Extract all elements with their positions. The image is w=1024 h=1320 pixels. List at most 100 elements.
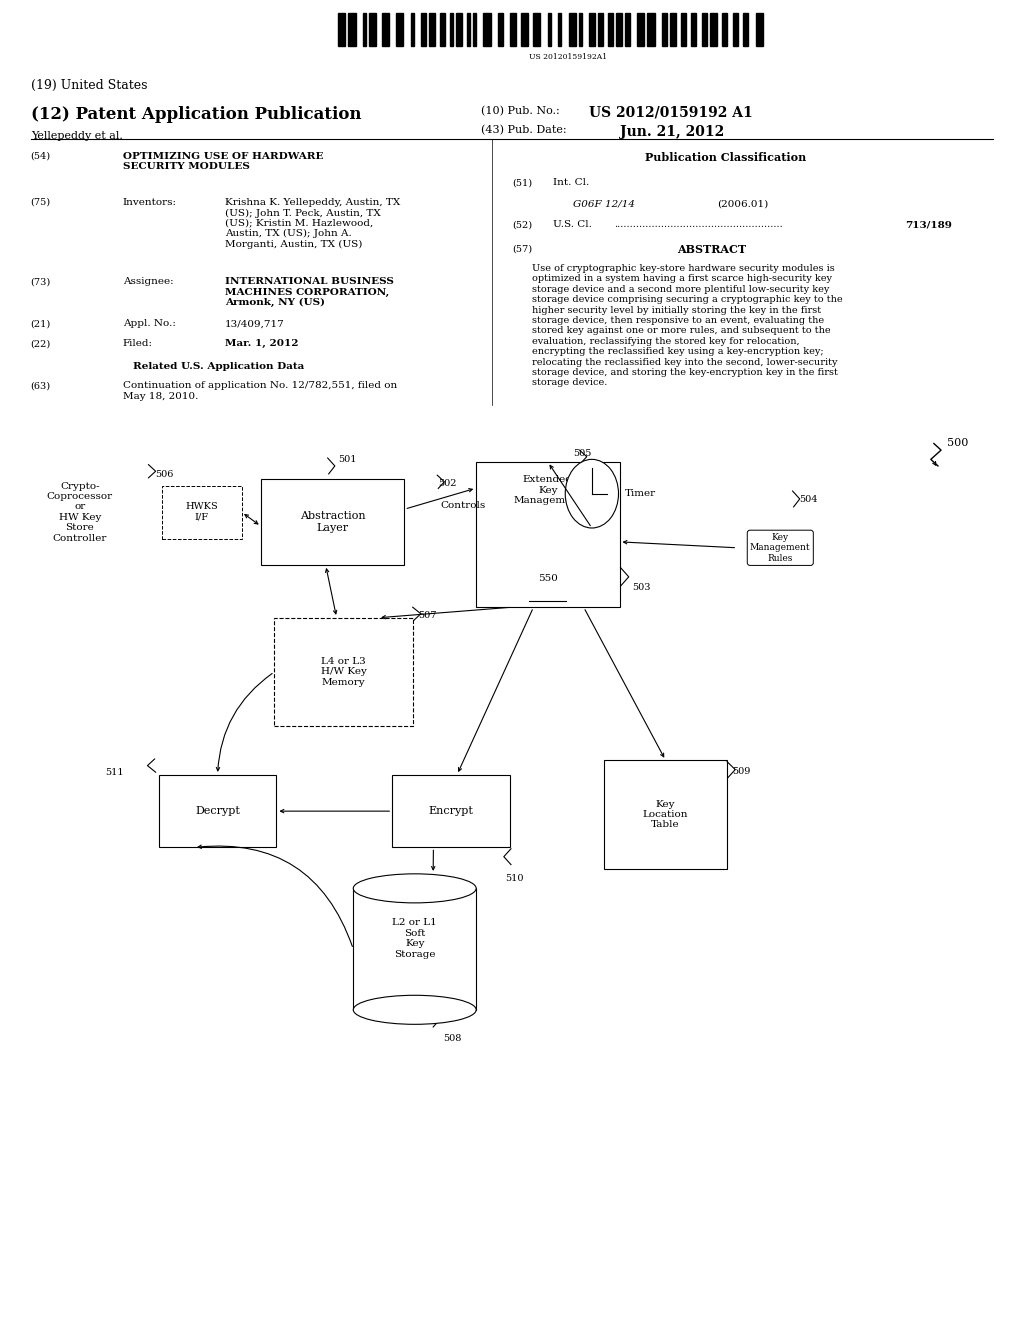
Text: 713/189: 713/189	[905, 220, 952, 230]
Text: 500: 500	[947, 438, 969, 449]
Text: Use of cryptographic key-store hardware security modules is
optimized in a syste: Use of cryptographic key-store hardware …	[532, 264, 843, 387]
Text: (51): (51)	[512, 178, 532, 187]
Text: US 2012/0159192 A1: US 2012/0159192 A1	[589, 106, 753, 120]
Text: 504: 504	[799, 495, 817, 504]
Text: Crypto-
Coprocessor
or
HW Key
Store
Controller: Crypto- Coprocessor or HW Key Store Cont…	[47, 482, 113, 543]
Bar	[616, 13, 622, 46]
Text: Encrypt: Encrypt	[429, 807, 473, 816]
Text: Assignee:: Assignee:	[123, 277, 173, 286]
Bar	[473, 13, 476, 46]
Text: (75): (75)	[31, 198, 51, 207]
Bar	[590, 13, 595, 46]
Bar	[608, 13, 613, 46]
Bar	[457, 13, 462, 46]
Text: Key
Management
Rules: Key Management Rules	[750, 533, 811, 562]
Bar	[743, 13, 749, 46]
Text: 550: 550	[538, 574, 558, 583]
Text: 510: 510	[505, 874, 523, 883]
FancyBboxPatch shape	[261, 479, 404, 565]
Bar	[429, 13, 434, 46]
FancyBboxPatch shape	[392, 775, 510, 847]
Text: L4 or L3
H/W Key
Memory: L4 or L3 H/W Key Memory	[321, 657, 367, 686]
Bar	[681, 13, 686, 46]
Bar	[598, 13, 603, 46]
Bar	[663, 13, 668, 46]
Text: Appl. No.:: Appl. No.:	[123, 319, 176, 329]
Text: (54): (54)	[31, 152, 51, 161]
Text: Controls: Controls	[440, 502, 485, 510]
Text: HWKS
I/F: HWKS I/F	[185, 503, 218, 521]
Text: Yellepeddy et al.: Yellepeddy et al.	[31, 131, 123, 141]
Bar	[568, 13, 575, 46]
Bar	[382, 13, 389, 46]
FancyBboxPatch shape	[476, 462, 620, 607]
Bar	[439, 13, 444, 46]
Bar	[348, 13, 355, 46]
Text: L2 or L1
Soft
Key
Storage: L2 or L1 Soft Key Storage	[392, 919, 437, 958]
Bar	[498, 13, 503, 46]
Text: Continuation of application No. 12/782,551, filed on
May 18, 2010.: Continuation of application No. 12/782,5…	[123, 381, 397, 401]
FancyBboxPatch shape	[604, 760, 727, 869]
Bar	[647, 13, 654, 46]
Text: Extended
Key
Management: Extended Key Management	[513, 475, 583, 506]
Text: (63): (63)	[31, 381, 51, 391]
Bar	[467, 13, 470, 46]
Bar	[625, 13, 630, 46]
Bar	[396, 13, 403, 46]
FancyArrowPatch shape	[198, 845, 352, 946]
Bar	[353, 888, 476, 1010]
FancyArrowPatch shape	[216, 673, 272, 771]
Bar	[451, 13, 454, 46]
Text: 511: 511	[105, 768, 124, 777]
FancyBboxPatch shape	[162, 486, 242, 539]
Text: 507: 507	[418, 611, 436, 620]
Text: Mar. 1, 2012: Mar. 1, 2012	[225, 339, 299, 348]
Text: 503: 503	[632, 583, 650, 593]
Text: ABSTRACT: ABSTRACT	[677, 244, 746, 255]
Text: (57): (57)	[512, 244, 532, 253]
Ellipse shape	[353, 874, 476, 903]
Text: G06F 12/14: G06F 12/14	[573, 199, 636, 209]
Text: (2006.01): (2006.01)	[717, 199, 768, 209]
Bar	[579, 13, 582, 46]
Bar	[671, 13, 676, 46]
Text: 506: 506	[156, 470, 174, 479]
Bar	[691, 13, 696, 46]
Text: Jun. 21, 2012: Jun. 21, 2012	[620, 125, 724, 140]
Text: Timer: Timer	[625, 490, 655, 498]
Ellipse shape	[353, 874, 476, 903]
Bar	[510, 13, 515, 46]
Bar	[362, 13, 366, 46]
Text: (73): (73)	[31, 277, 51, 286]
Text: 509: 509	[732, 767, 751, 776]
Bar	[421, 13, 426, 46]
Text: 502: 502	[438, 479, 457, 488]
FancyBboxPatch shape	[159, 775, 276, 847]
Bar	[521, 13, 528, 46]
Text: (43) Pub. Date:: (43) Pub. Date:	[481, 125, 567, 136]
Bar	[411, 13, 414, 46]
Text: INTERNATIONAL BUSINESS
MACHINES CORPORATION,
Armonk, NY (US): INTERNATIONAL BUSINESS MACHINES CORPORAT…	[225, 277, 394, 308]
Bar	[483, 13, 490, 46]
Text: Publication Classification: Publication Classification	[645, 152, 806, 162]
Text: Int. Cl.: Int. Cl.	[553, 178, 589, 187]
Text: 505: 505	[573, 449, 592, 458]
Text: (19) United States: (19) United States	[31, 79, 147, 92]
Text: Filed:: Filed:	[123, 339, 153, 348]
Text: 501: 501	[338, 455, 356, 465]
Text: Key
Location
Table: Key Location Table	[643, 800, 688, 829]
Text: (10) Pub. No.:: (10) Pub. No.:	[481, 106, 560, 116]
Text: 13/409,717: 13/409,717	[225, 319, 285, 329]
Text: U.S. Cl.: U.S. Cl.	[553, 220, 592, 230]
Text: (12) Patent Application Publication: (12) Patent Application Publication	[31, 106, 361, 123]
Ellipse shape	[353, 995, 476, 1024]
FancyBboxPatch shape	[274, 618, 413, 726]
Bar	[338, 13, 345, 46]
Text: 508: 508	[443, 1034, 462, 1043]
Text: ......................................................: ........................................…	[614, 220, 783, 230]
Bar	[369, 13, 377, 46]
Bar	[534, 13, 541, 46]
Text: US 20120159192A1: US 20120159192A1	[529, 53, 607, 61]
Bar	[701, 13, 707, 46]
Text: OPTIMIZING USE OF HARDWARE
SECURITY MODULES: OPTIMIZING USE OF HARDWARE SECURITY MODU…	[123, 152, 324, 172]
